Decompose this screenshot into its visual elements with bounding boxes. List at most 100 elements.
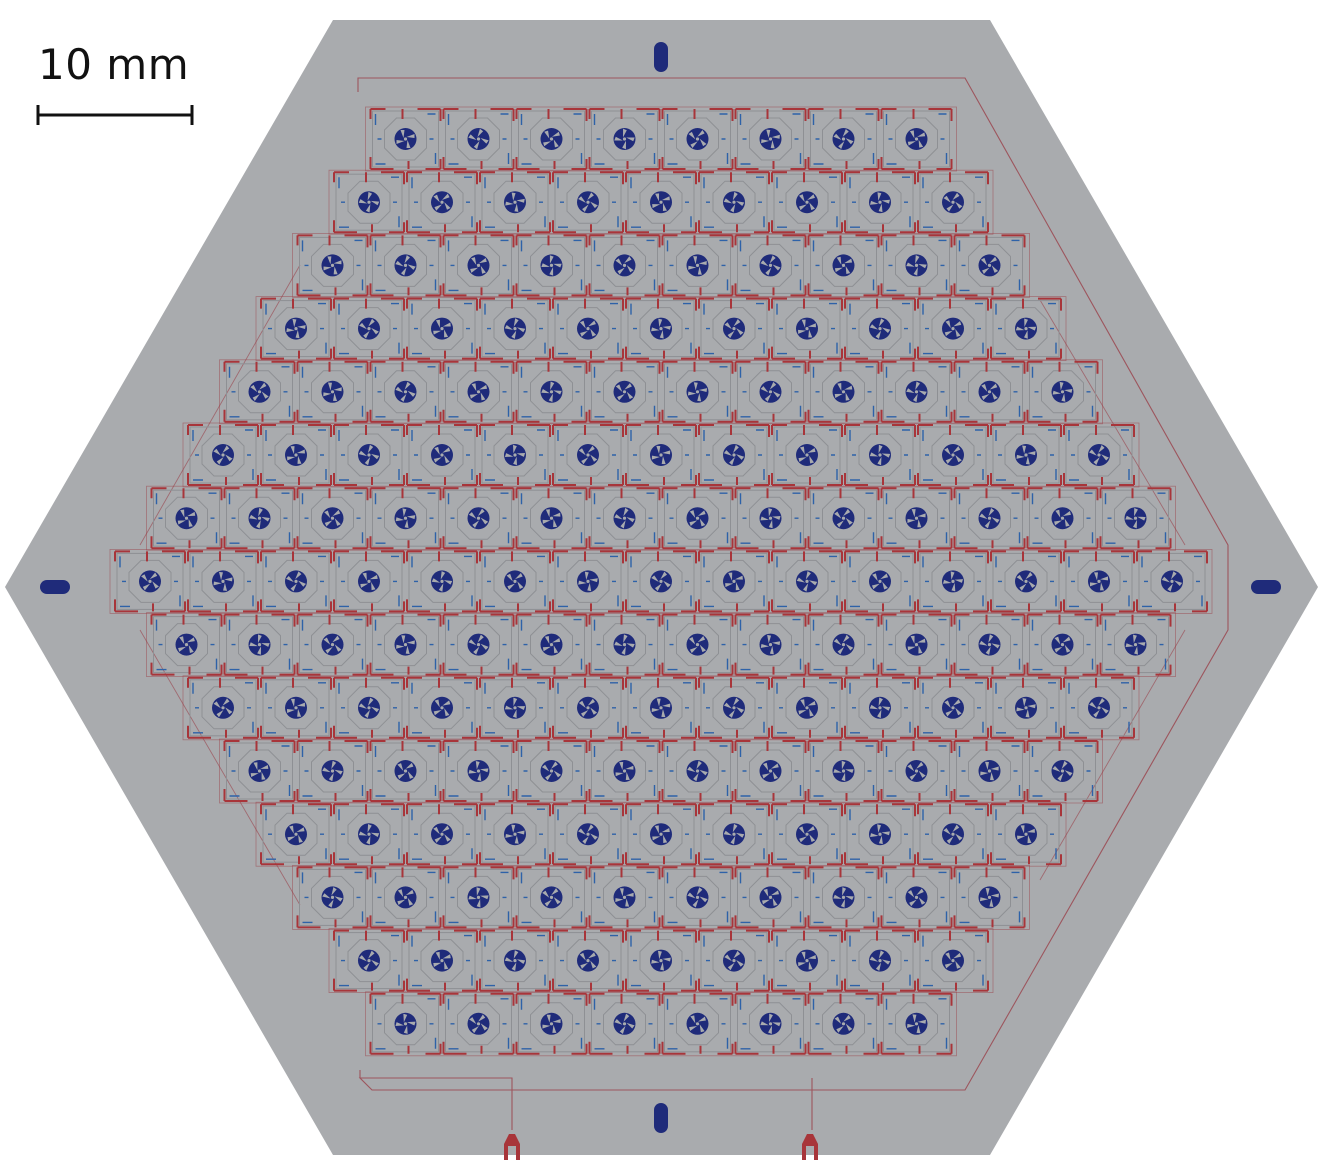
blue-wiring — [922, 808, 984, 860]
blue-wiring — [995, 682, 1057, 734]
detector-pixel — [369, 487, 442, 550]
pinwheel-slots — [359, 318, 379, 339]
red-wiring — [333, 676, 405, 739]
pinwheel-slots — [870, 192, 890, 213]
pixel-cell — [372, 236, 439, 294]
red-wiring — [369, 866, 442, 929]
bond-pad-icon — [504, 1134, 520, 1160]
pinwheel-slots — [834, 1014, 853, 1033]
pixel-cell — [481, 679, 549, 737]
pixel-octagon — [749, 117, 792, 161]
blue-wiring — [447, 998, 510, 1050]
red-wiring — [333, 803, 405, 866]
detector-pixel — [515, 360, 588, 423]
pixel-octagon — [457, 875, 500, 919]
pinwheel-slots — [322, 887, 343, 908]
blue-wiring — [557, 682, 619, 734]
detector-pixel — [406, 550, 478, 613]
pixel-octagon — [895, 117, 938, 161]
pixel-cell — [627, 805, 695, 863]
pixel-octagon — [384, 1002, 427, 1046]
blue-wiring — [593, 113, 656, 165]
detector-pixel — [1099, 613, 1172, 676]
pixel-octagon — [749, 623, 792, 667]
pinwheel-slots — [615, 762, 634, 780]
pinwheel-slots — [833, 128, 854, 150]
pixel-octagon — [749, 1002, 792, 1046]
blue-wiring — [812, 998, 875, 1050]
red-wiring — [442, 234, 515, 297]
pinwheel-slots — [505, 192, 525, 212]
blue-wiring — [593, 998, 656, 1050]
detector-pixel — [588, 992, 661, 1055]
pixel-octagon — [968, 243, 1011, 287]
red-wiring — [698, 929, 770, 992]
blue-wiring — [812, 366, 875, 418]
detector-pixel — [479, 803, 551, 866]
detector-pixel — [406, 424, 478, 486]
detector-pixel — [1026, 740, 1099, 802]
pixel-cell — [445, 868, 512, 926]
detector-pixel — [844, 550, 916, 613]
detector-pixel — [661, 234, 734, 297]
red-wiring — [807, 613, 880, 676]
pinwheel-slots — [433, 825, 451, 843]
pixel-cell — [846, 932, 914, 990]
blue-wiring — [520, 745, 583, 797]
pinwheel-slots — [1089, 697, 1109, 718]
pixel-cell — [299, 489, 366, 547]
pixel-cell — [335, 552, 403, 610]
pixel-octagon — [1004, 307, 1048, 351]
red-wiring — [880, 613, 953, 676]
pixel-octagon — [530, 749, 573, 793]
pinwheel-slots — [1090, 572, 1108, 591]
pixel-octagon — [639, 559, 683, 603]
detector-pixel — [807, 866, 880, 929]
blue-wiring — [265, 682, 327, 734]
detector-pixel — [479, 297, 551, 360]
pixel-octagon — [931, 307, 975, 351]
red-wiring — [406, 550, 478, 613]
red-wiring — [734, 866, 807, 929]
pixel-cell — [773, 552, 841, 610]
pixel-octagon — [639, 180, 683, 224]
pixel-octagon — [311, 875, 354, 919]
pinwheel-slots — [1016, 698, 1036, 718]
pinwheel-slots — [287, 446, 305, 464]
pixel-octagon — [274, 812, 318, 856]
pixel-octagon — [566, 812, 610, 856]
pinwheel-slots — [1089, 445, 1109, 465]
detector-pixel — [661, 866, 734, 929]
blue-wiring — [666, 745, 729, 797]
pixel-cell — [1065, 679, 1133, 737]
blue-wiring — [1141, 555, 1203, 608]
blue-wiring — [922, 934, 984, 987]
detector-pixel — [187, 424, 259, 486]
pixel-cell — [737, 995, 804, 1053]
pinwheel-slots — [213, 571, 233, 591]
blue-wiring — [484, 934, 546, 987]
pixel-cell — [445, 489, 512, 547]
pixel-octagon — [1077, 433, 1121, 477]
pixel-octagon — [603, 117, 646, 161]
pixel-octagon — [676, 370, 719, 414]
detector-pixel — [296, 740, 369, 802]
blue-wiring — [849, 682, 911, 734]
pixel-cell — [153, 616, 220, 674]
red-wiring — [515, 360, 588, 423]
detector-pixel — [625, 676, 697, 739]
blue-wiring — [484, 808, 546, 860]
pixel-octagon — [384, 117, 427, 161]
pixel-cell — [262, 805, 330, 863]
pixel-octagon — [895, 496, 938, 540]
detector-pixel — [734, 740, 807, 802]
red-wiring — [479, 297, 551, 360]
detector-pixel — [479, 171, 551, 234]
red-wiring — [990, 550, 1062, 613]
pixel-cell — [408, 932, 476, 990]
row-trace — [255, 296, 1067, 362]
pixel-octagon — [931, 686, 975, 730]
detector-pixel — [917, 803, 989, 866]
pinwheel-slots — [323, 256, 342, 275]
pixel-octagon — [311, 370, 354, 414]
